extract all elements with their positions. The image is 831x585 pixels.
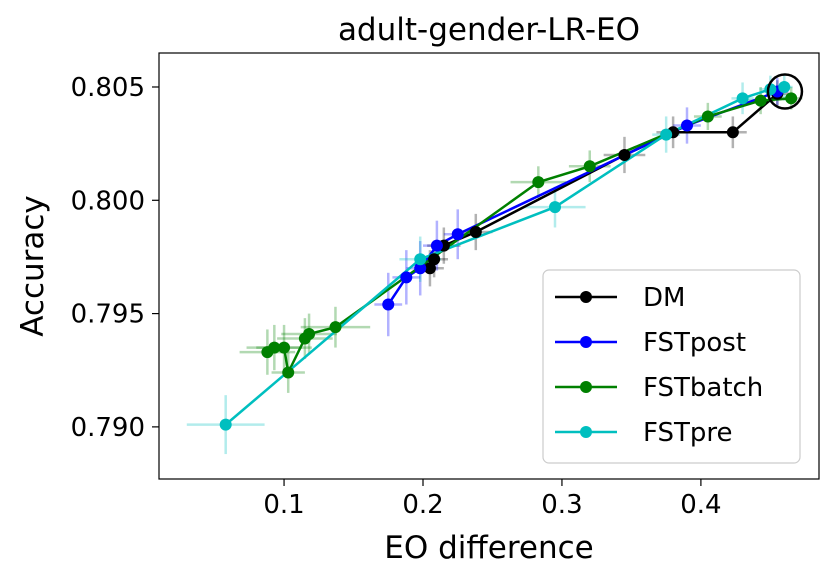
fstpost-point (451, 228, 464, 241)
fstpost-point (681, 119, 693, 132)
y-tick-label: 0.795 (71, 300, 145, 330)
fstpre-point (549, 201, 561, 214)
x-axis-label: EO difference (384, 530, 593, 566)
fstbatch-point (583, 160, 596, 173)
legend-label-dm: DM (643, 283, 685, 313)
fstbatch-point (329, 321, 342, 334)
x-axis: 0.1 0.2 0.3 0.4 (263, 479, 722, 520)
fstbatch-point (268, 341, 281, 354)
fstbatch-point (701, 110, 714, 123)
series-points (219, 80, 798, 431)
y-axis-label: Accuracy (15, 195, 51, 337)
legend-label-fstpost: FSTpost (643, 328, 746, 358)
fstbatch-point (303, 327, 316, 340)
fstbatch-point (754, 94, 767, 107)
legend-marker-fstpost (580, 336, 592, 348)
x-tick-label: 0.3 (541, 490, 582, 520)
dm-point (726, 126, 739, 139)
fstbatch-point (785, 92, 798, 105)
dm-point (423, 262, 436, 275)
chart-title: adult-gender-LR-EO (338, 12, 640, 48)
legend-label-fstpre: FSTpre (643, 418, 733, 448)
dm-point (428, 253, 441, 266)
fstpre-point (219, 418, 232, 431)
legend: DM FSTpost FSTbatch FSTpre (542, 269, 801, 464)
y-tick-label: 0.805 (71, 73, 145, 103)
plot-area-frame (158, 52, 820, 480)
fstpre-point (736, 92, 749, 105)
fstbatch-point (278, 341, 291, 354)
legend-box (542, 269, 801, 464)
x-tick-label: 0.2 (402, 490, 443, 520)
fstpost-point (430, 239, 443, 252)
highlight-circle (766, 73, 804, 110)
x-tick-label: 0.4 (680, 490, 721, 520)
y-axis: 0.790 0.795 0.800 0.805 (71, 73, 159, 443)
fstpost-point (382, 298, 395, 311)
y-tick-label: 0.790 (71, 413, 145, 443)
legend-marker-fstpre (580, 426, 592, 438)
fstpre-point (778, 80, 791, 93)
legend-label-fstbatch: FSTbatch (643, 373, 763, 403)
legend-marker-dm (580, 291, 592, 303)
dm-point (469, 226, 482, 239)
dm-line (428, 92, 779, 269)
legend-marker-fstbatch (580, 381, 592, 393)
dm-point (618, 148, 631, 161)
fstbatch-point (282, 366, 295, 379)
fstbatch-point (532, 176, 545, 189)
fstpre-point (414, 253, 427, 266)
fstpost-point (414, 262, 427, 275)
x-tick-label: 0.1 (263, 490, 304, 520)
y-tick-label: 0.800 (71, 186, 145, 216)
fstpre-point (660, 128, 673, 141)
fstpost-point (400, 271, 413, 284)
